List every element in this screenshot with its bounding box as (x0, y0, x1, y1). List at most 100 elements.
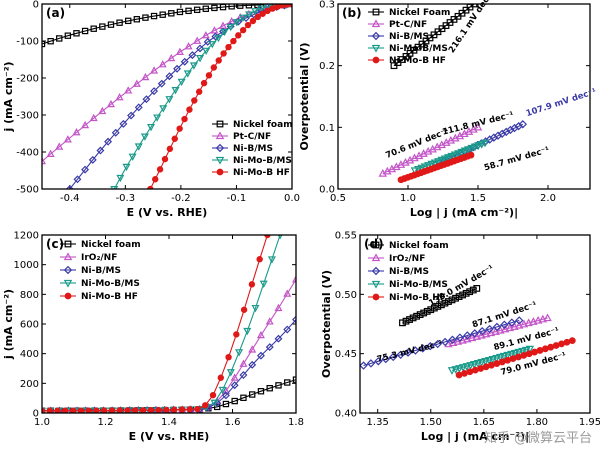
data-point (444, 154, 453, 162)
data-point (459, 291, 467, 299)
data-point (426, 341, 435, 351)
panel-d: 1.35 1.50 1.65 1.80 1.950.400.450.500.55130.… (320, 231, 600, 444)
data-point (119, 119, 128, 128)
data-point (170, 406, 178, 413)
data-point (433, 339, 442, 349)
data-point (406, 316, 413, 323)
data-point (481, 358, 490, 366)
series-ni-b-ms (360, 316, 524, 370)
x-tick-label: 2.0 (540, 193, 556, 204)
data-point (100, 407, 108, 413)
data-point (88, 155, 97, 164)
plot-frame (359, 234, 591, 414)
data-point (195, 88, 203, 95)
data-point (142, 14, 149, 21)
data-point (159, 105, 168, 113)
data-point (189, 62, 198, 70)
data-point (409, 314, 417, 322)
data-point (423, 307, 431, 315)
data-point (524, 318, 533, 327)
data-point (214, 34, 223, 43)
data-point (132, 407, 139, 413)
data-point (244, 21, 252, 29)
plot-frame (41, 234, 297, 414)
data-point (460, 147, 470, 156)
series-iro-nf (42, 275, 296, 413)
data-point (147, 123, 156, 132)
data-point (498, 358, 506, 366)
data-point (200, 79, 208, 87)
legend-label: Ni-Mo-B/MS (389, 280, 448, 290)
data-point (480, 139, 490, 148)
y-axis-label: j (mA cm⁻²) (2, 289, 15, 360)
legend-marker (63, 252, 73, 261)
data-point (519, 319, 529, 328)
data-point (454, 150, 463, 158)
data-point (420, 163, 430, 172)
data-point (122, 163, 131, 172)
data-point (568, 337, 576, 345)
data-point (218, 386, 227, 395)
data-point (202, 5, 209, 12)
data-point (72, 128, 81, 136)
data-point (536, 347, 544, 354)
data-point (125, 17, 132, 25)
x-tick-label: 1.65 (473, 417, 495, 428)
data-point (203, 37, 212, 46)
x-axis-label: Log | j (mA cm⁻²)| (410, 206, 518, 219)
data-point (441, 299, 449, 307)
data-point (381, 354, 390, 364)
data-point (69, 407, 77, 413)
data-point (265, 317, 274, 325)
y-tick-label: 200 (20, 379, 39, 390)
data-point (420, 309, 428, 317)
data-point (226, 369, 235, 377)
data-point (256, 351, 265, 360)
y-tick-label: 800 (20, 290, 39, 301)
data-point (159, 11, 166, 18)
legend-label: Ni-Mo-B/MS (389, 44, 448, 54)
data-point (152, 176, 159, 183)
data-point (81, 120, 90, 129)
data-point (547, 343, 555, 351)
data-point (165, 96, 174, 104)
legend-label: Ni-Mo-B/MS (81, 279, 140, 289)
data-point (104, 137, 113, 146)
legend-label: Ni-Mo-B HF (389, 56, 446, 66)
data-point (209, 391, 217, 399)
x-tick-label: 1.4 (161, 417, 177, 428)
legend-marker (215, 131, 225, 140)
legend-marker (372, 241, 380, 249)
data-point (470, 143, 480, 152)
series-ni-mo-b-ms (110, 4, 292, 189)
data-point (515, 316, 524, 325)
data-point (529, 317, 538, 325)
data-point (249, 391, 256, 398)
watermark: 知乎 @微算云平台 (483, 431, 592, 446)
data-point (265, 343, 274, 352)
y-tick-label: -300 (16, 111, 39, 122)
data-point (474, 142, 483, 151)
data-point (235, 32, 242, 39)
data-point (248, 360, 257, 369)
series-ni-mo-b-ms (410, 139, 490, 176)
data-point (492, 354, 501, 363)
data-point (284, 379, 291, 386)
y-tick-label: -400 (16, 148, 39, 159)
data-point (142, 95, 151, 104)
data-point (220, 28, 229, 37)
data-point (150, 66, 159, 74)
data-point (411, 346, 420, 355)
data-point (507, 318, 517, 327)
data-point (240, 394, 247, 401)
data-point (90, 25, 97, 32)
data-point (427, 160, 436, 169)
data-point (208, 41, 217, 49)
data-point (225, 353, 232, 361)
data-point (194, 405, 201, 413)
data-point (493, 360, 501, 367)
data-point (543, 313, 552, 322)
panel-b: 0.5 1.0 1.5 2.00.00.10.20.3 216.1 mV dec⁻¹11… (298, 0, 598, 219)
y-axis-label: Overpotential (V) (298, 42, 311, 150)
series-line (363, 319, 520, 367)
